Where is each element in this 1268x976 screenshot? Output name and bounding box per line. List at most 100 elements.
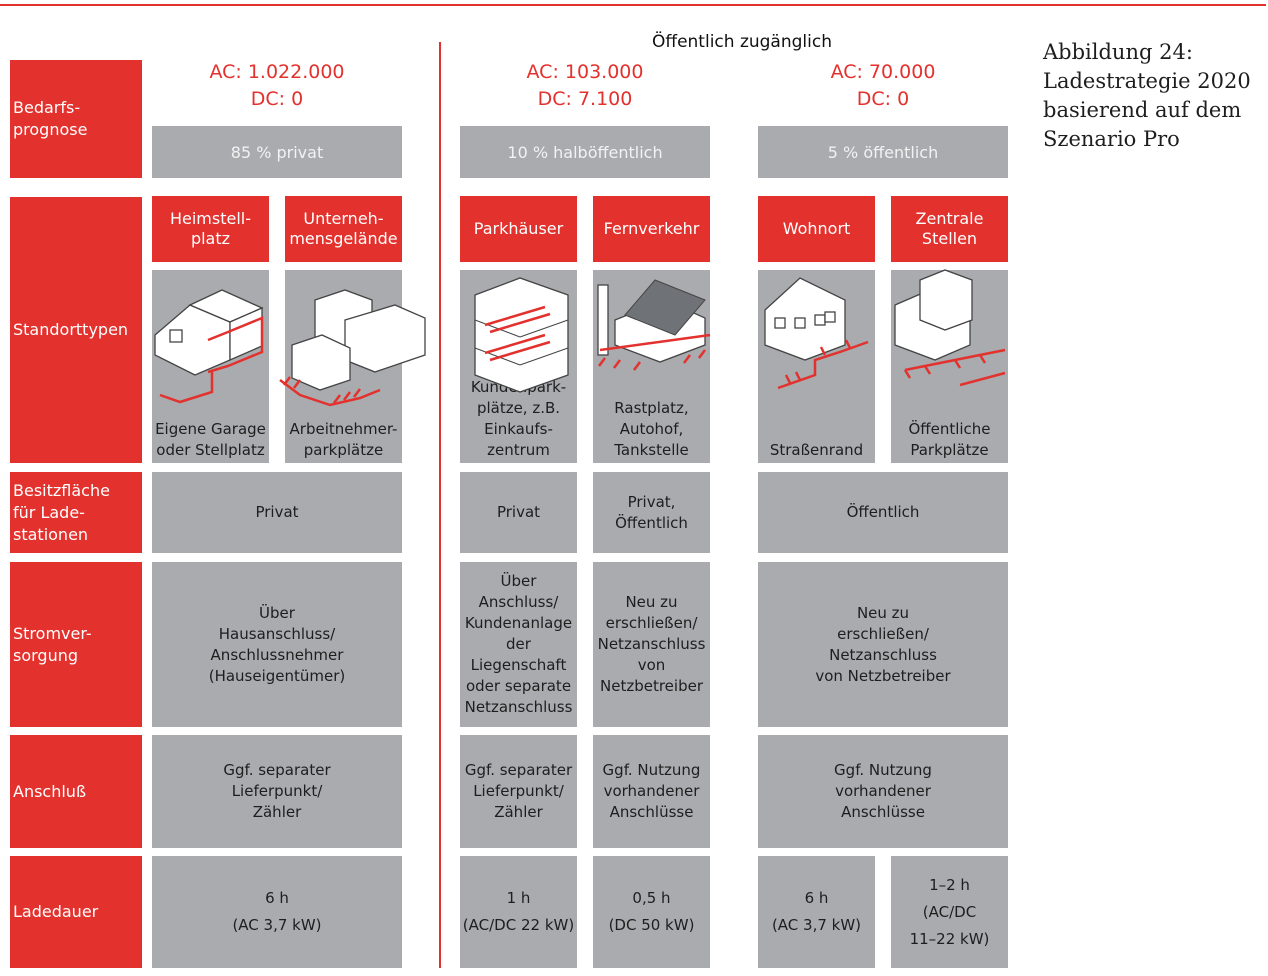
top-rule — [0, 4, 1266, 6]
site-type-name: Fernverkehr — [603, 219, 700, 238]
connection-cell: Ggf. separater Lieferpunkt/Zähler — [460, 735, 577, 848]
charging-time-cell: 1 h (AC/DC 22 kW) — [460, 856, 577, 968]
charging-time-cell: 0,5 h (DC 50 kW) — [593, 856, 710, 968]
site-type-header: Parkhäuser — [460, 196, 577, 262]
site-type-header: Fernverkehr — [593, 196, 710, 262]
row-label-line: für Lade- — [13, 502, 85, 522]
site-type-header: Wohnort — [758, 196, 875, 262]
forecast: AC: 1.022.000 DC: 0 — [132, 58, 422, 114]
cell-line: Ggf. separater — [223, 761, 331, 779]
site-type-header: Unterneh-mensgelände — [285, 196, 402, 262]
forecast-line: AC: 103.000 — [526, 61, 644, 83]
cell-line: Über — [259, 603, 295, 622]
site-type-description: plätze, z.B. — [476, 399, 561, 417]
ownership-cell: Öffentlich — [758, 472, 1008, 553]
site-type-name: Wohnort — [782, 219, 851, 238]
row-label-line: prognose — [13, 120, 88, 139]
forecast-line: DC: 0 — [250, 88, 304, 110]
cell-line: Ggf. separater — [464, 761, 573, 779]
cell-line: (DC 50 kW) — [608, 916, 695, 934]
cell-line: Über — [500, 572, 537, 590]
power-supply-cell: Neu zu erschließen/Netzanschluss von Netzb… — [758, 562, 1008, 727]
row-label-line: Anschluß — [13, 781, 87, 801]
row-label-line: Besitzfläche — [13, 480, 110, 500]
row-label-line: Ladedauer — [13, 902, 99, 921]
cell-line: Öffentlich — [615, 513, 688, 532]
row-label: Stromver-sorgung — [10, 562, 142, 727]
charging-time-cell: 6 h (AC 3,7 kW) — [758, 856, 875, 968]
power-supply-cell: Über Anschluss/Kundenanlage der Liegenschaf… — [460, 562, 577, 727]
site-type-cell: Rastplatz, Autohof, Tankstelle — [593, 270, 710, 463]
cell-line: Privat — [496, 503, 541, 521]
divider — [439, 42, 441, 968]
site-type-description: Autohof, — [619, 420, 684, 438]
cell-line: Anschlussnehmer — [210, 645, 344, 664]
site-type-description: oder Stellplatz — [156, 441, 265, 459]
cell-line: Netzanschluss — [829, 645, 937, 664]
forecast-line: DC: 0 — [856, 88, 910, 110]
ownership-cell: Privat — [152, 472, 402, 553]
row-label-line: Stromver- — [13, 623, 92, 643]
cell-line: 11–22 kW) — [909, 929, 990, 948]
cell-line: Zähler — [252, 803, 302, 821]
power-supply-cell: Über Hausanschluss/Anschlussnehmer (Hausei… — [152, 562, 402, 727]
site-type-name: Stellen — [921, 229, 978, 248]
cell-line: (AC/DC — [922, 902, 977, 921]
cell-line: vorhandener — [603, 782, 700, 800]
site-type-description: Öffentliche — [908, 420, 991, 438]
cell-line: erschließen/ — [837, 624, 929, 643]
ownership-cell: Privat — [460, 472, 577, 553]
cell-line: vorhandener — [835, 782, 931, 800]
row-label: Bedarfs-prognose — [10, 60, 142, 178]
cell-line: 1 h — [506, 889, 531, 907]
site-type-header: Zentrale Stellen — [891, 196, 1008, 262]
site-type-cell: Straßenrand — [758, 270, 875, 463]
cell-line: 1–2 h — [929, 875, 970, 894]
forecast-line: AC: 1.022.000 — [209, 61, 345, 83]
cell-line: Lieferpunkt/ — [473, 782, 564, 800]
cell-line: oder separate — [465, 677, 572, 695]
cell-line: Neu zu — [625, 593, 678, 611]
site-type-description: Straßenrand — [769, 441, 864, 459]
cell-line: Ggf. Nutzung — [602, 761, 701, 779]
public-header: Öffentlich zugänglich — [651, 32, 832, 52]
cell-line: 6 h — [804, 889, 829, 907]
cell-line: Hausanschluss/ — [218, 624, 336, 643]
connection-cell: Ggf. separater Lieferpunkt/Zähler — [152, 735, 402, 848]
site-type-description: Eigene Garage — [155, 420, 266, 438]
site-type-description: Kundenpark- — [470, 378, 567, 396]
cell-line: (AC/DC 22 kW) — [462, 916, 575, 934]
cell-line: Zähler — [494, 803, 543, 821]
caption: Abbildung 24: Ladestrategie 2020 basiere… — [1043, 38, 1251, 154]
site-type-cell: Arbeitnehmer-parkplätze — [285, 270, 402, 463]
cell-line: 0,5 h — [632, 889, 671, 907]
cell-line: Netzanschluss — [597, 635, 706, 653]
site-type-description: Einkaufs- — [484, 420, 553, 438]
site-type-header: Heimstell-platz — [152, 196, 269, 262]
cell-line: von Netzbetreiber — [815, 666, 951, 685]
charging-time-cell: 1–2 h (AC/DC 11–22 kW) — [891, 856, 1008, 968]
forecast-line: AC: 70.000 — [830, 61, 936, 83]
cell-line: (AC 3,7 kW) — [232, 916, 322, 934]
share-bar: 10 % halböffentlich — [460, 126, 710, 178]
row-label: Ladedauer — [10, 856, 142, 968]
cell-line: Netzanschluss — [464, 698, 573, 716]
forecast: AC: 103.000 DC: 7.100 — [440, 58, 730, 114]
row-label: Anschluß — [10, 735, 142, 848]
site-type-cell: Eigene Garage oder Stellplatz — [152, 270, 269, 463]
row-label-line: Standorttypen — [13, 320, 129, 339]
site-type-name: mensgelände — [289, 229, 398, 248]
cell-line: der — [506, 635, 531, 653]
share-bar: 5 % öffentlich — [758, 126, 1008, 178]
charging-time-cell: 6 h (AC 3,7 kW) — [152, 856, 402, 968]
row-label-line: Bedarfs- — [13, 98, 81, 117]
site-type-name: platz — [190, 229, 231, 248]
cell-line: (Hauseigentümer) — [208, 666, 346, 685]
site-type-description: Parkplätze — [910, 441, 989, 459]
row-label-line: stationen — [13, 524, 89, 544]
cell-line: Privat, — [627, 492, 676, 511]
site-type-cell: Öffentliche Parkplätze — [891, 270, 1008, 463]
site-type-name: Heimstell- — [169, 209, 252, 228]
cell-line: Anschluss/ — [478, 593, 559, 611]
